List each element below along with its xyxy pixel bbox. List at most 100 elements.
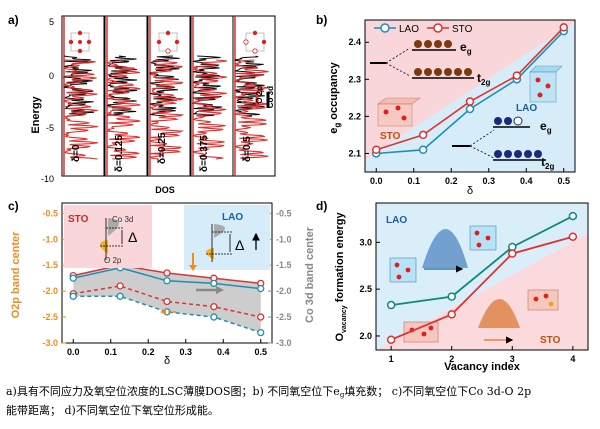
x-tick-label: 0.3	[179, 347, 192, 357]
panel-a-ytick: -10	[41, 174, 54, 184]
sto-region-label: STO	[540, 335, 561, 346]
panel-d-series	[386, 211, 578, 344]
panel-c-axes: 0.0 0.1 0.2 0.3 0.4 0.5 -0.5 -1.0 -1.5 -2.0 -2.5 -3…	[42, 208, 291, 357]
inset-o2p-label: O 2p	[104, 256, 122, 265]
y-tick-label: -1.5	[42, 260, 58, 270]
x-tick-label: 0.5	[557, 176, 570, 186]
dos-plots	[61, 15, 276, 177]
x-tick-label: 3	[510, 354, 515, 364]
panel-c-ylabel-right: Co 3d band center	[304, 226, 316, 323]
lao-eg-electrons	[494, 116, 523, 126]
y-tick-label: -2.5	[42, 312, 58, 322]
data-point-sto	[559, 23, 568, 32]
sto-crystal-icon	[377, 97, 421, 127]
data-point	[163, 297, 171, 306]
delta-label: δ=0.25	[157, 132, 168, 164]
sto-cube-icon	[527, 289, 559, 311]
sto-region	[376, 233, 588, 350]
data-point-sto	[568, 232, 578, 241]
sto-orbital-diagram: eg t2g	[370, 40, 490, 87]
lao-region	[365, 22, 575, 172]
lao-region-label: LAO	[386, 215, 407, 226]
y-tick-label: 2.1	[348, 148, 361, 158]
sto-eg-label: eg	[460, 40, 472, 56]
crystal-cube-icon	[243, 30, 267, 54]
panel-b-frame	[364, 19, 576, 173]
legend-lao-label: LAO	[399, 24, 419, 35]
delta-label: δ=0.125	[114, 135, 125, 172]
y-tick-label-right: -2.0	[276, 286, 292, 296]
x-tick-label: 2	[449, 354, 454, 364]
series-line-lao	[390, 215, 574, 306]
panel-b-axes: 0.0 0.1 0.2 0.3 0.4 0.5 2.1 2.2 2.3 2.4	[348, 37, 570, 186]
panel-a-ytick: -5	[46, 123, 54, 133]
sto-energy-barrier	[478, 299, 520, 344]
dos-o2p-trace	[148, 59, 185, 160]
y-tick-label-right: -1.5	[276, 260, 292, 270]
data-point-sto	[508, 249, 517, 258]
legend-co3d-label: Co 3d	[266, 86, 275, 108]
lao-cube-icon	[389, 257, 417, 283]
figure-caption: a)具有不同应力及氧空位浓度的LSC薄膜DOS图；b) 不同氧空位下eg填充数；…	[6, 384, 596, 418]
lao-t2g-label: t2g	[541, 155, 554, 171]
y-tick-label: -1.0	[42, 234, 58, 244]
lao-energy-barrier	[422, 229, 468, 273]
lao-cube-icon	[469, 225, 497, 251]
inset-co3d-label: Co 3d	[112, 215, 133, 224]
y-tick-label: -3.0	[42, 338, 58, 348]
x-tick-label: 0.4	[520, 176, 533, 186]
inset-sto-label: STO	[68, 214, 89, 225]
data-point-lao	[418, 145, 428, 155]
legend-o2p-label: O 2p	[255, 86, 264, 104]
panel-c-series	[69, 261, 265, 337]
x-tick-label: 4	[570, 354, 575, 364]
legend-lao-marker	[380, 23, 390, 33]
sto-t2g-electrons	[414, 68, 472, 76]
figure-canvas: a) Energy 5 0 -5 -10 δ=0 δ=0.125 δ=0.25 …	[8, 13, 589, 373]
panel-a-ylabel: Energy	[30, 95, 42, 133]
panel-a: a) Energy 5 0 -5 -10 δ=0 δ=0.125 δ=0.25 …	[8, 13, 276, 195]
panel-d: d)	[316, 199, 589, 373]
data-point-lao	[386, 300, 396, 310]
delta-label: δ=0.375	[199, 135, 210, 172]
dos-o2p-trace	[191, 59, 227, 160]
co3d-band-shape	[108, 218, 119, 236]
series-line	[73, 285, 261, 318]
panel-c: c) 0.0 0.1 0.2 0.3 0.4 0.5 -0.5 -1.0 -1.5 -2.0 -2.…	[8, 199, 316, 367]
data-point-sto	[447, 310, 456, 319]
panel-a-legend: O 2p Co 3d	[255, 86, 275, 108]
panel-d-label: d)	[316, 199, 327, 213]
dos-o2p-trace	[62, 59, 99, 160]
x-tick-label: 0.1	[104, 347, 117, 357]
data-point-sto	[512, 71, 522, 80]
data-point	[163, 269, 171, 277]
panel-c-ylabel-left: O2p band center	[10, 231, 22, 319]
legend-sto-marker	[433, 23, 443, 33]
lao-orbital-diagram: eg t2g	[452, 116, 554, 171]
sto-region-label: STO	[380, 131, 401, 142]
data-point	[257, 284, 265, 293]
lao-region-label: LAO	[516, 103, 537, 114]
x-tick-label: 0.1	[407, 176, 420, 186]
data-point	[116, 292, 124, 300]
delta-label: δ=0	[71, 144, 82, 162]
y-tick-label-right: -3.0	[276, 338, 292, 348]
legend-sto-label: STO	[452, 24, 473, 35]
panel-b-ylabel: eg occupancy	[328, 61, 342, 133]
data-point	[210, 303, 218, 311]
data-point	[257, 328, 265, 337]
data-point-lao	[568, 211, 578, 221]
y-tick-label-right: -2.5	[276, 312, 292, 322]
data-point-lao	[465, 104, 475, 114]
series-line-sto	[390, 235, 574, 341]
caption-line-1: a)具有不同应力及氧空位浓度的LSC薄膜DOS图；b) 不同氧空位下eg填充数；…	[6, 385, 532, 399]
panel-c-xlabel: δ	[164, 355, 170, 367]
x-tick-label: 0.0	[370, 176, 383, 186]
panel-d-axes: 1 2 3 4 2.0 2.5 3.0	[359, 237, 575, 364]
data-point-sto	[418, 130, 428, 140]
x-tick-label: 0.3	[482, 176, 495, 186]
y-tick-label-right: -1.0	[276, 234, 292, 244]
delta-label: δ=0.5	[242, 136, 253, 162]
panel-d-xlabel: Vacancy index	[444, 361, 521, 373]
panel-a-ytick: 5	[49, 17, 54, 27]
